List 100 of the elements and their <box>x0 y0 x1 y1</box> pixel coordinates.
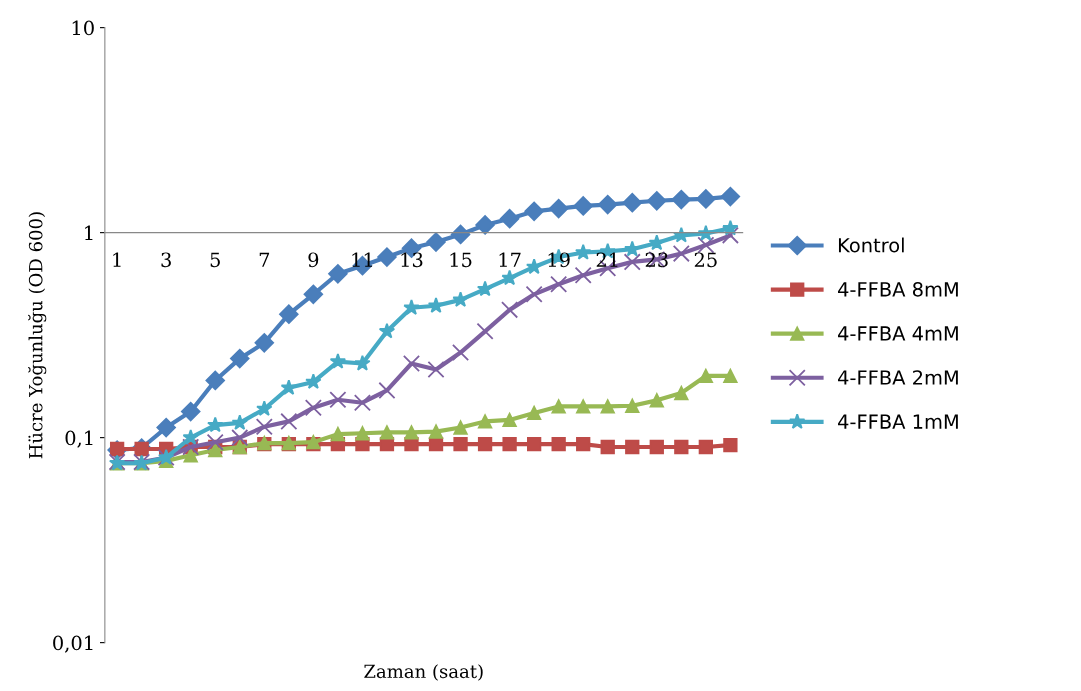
point <box>477 414 493 429</box>
legend-label: 4-FFBA 2mM <box>838 370 958 385</box>
y-tick-label: 10 <box>72 20 94 36</box>
point <box>205 370 225 391</box>
point <box>426 232 446 252</box>
x-tick-label: 17 <box>499 252 521 267</box>
point <box>600 439 615 455</box>
point <box>625 398 640 413</box>
point <box>477 436 493 452</box>
point <box>525 285 543 303</box>
point <box>721 226 739 244</box>
point <box>502 412 517 428</box>
point <box>647 191 667 211</box>
point <box>723 368 738 384</box>
point <box>206 433 224 451</box>
point <box>330 426 346 442</box>
point <box>280 412 298 430</box>
point <box>254 333 275 353</box>
point <box>723 437 738 453</box>
point <box>720 186 741 207</box>
point <box>304 399 322 417</box>
point <box>452 291 469 307</box>
point <box>207 416 224 433</box>
x-axis-title: Zaman (saat) <box>364 664 483 681</box>
point <box>551 399 566 414</box>
point <box>526 436 542 452</box>
point <box>576 399 591 414</box>
point <box>231 429 249 447</box>
x-tick-label: 11 <box>352 252 373 267</box>
x-tick-label: 25 <box>694 252 717 268</box>
point <box>256 400 273 417</box>
point <box>575 243 592 260</box>
x-tick-label: 5 <box>210 252 220 268</box>
point <box>674 385 689 401</box>
x-tick-label: 21 <box>596 252 618 267</box>
point <box>674 439 689 455</box>
point <box>597 194 618 215</box>
point <box>649 393 664 408</box>
x-tick-label: 3 <box>161 252 171 268</box>
point <box>279 304 299 324</box>
point <box>499 208 520 229</box>
x-tick-label: 1 <box>113 252 121 267</box>
point <box>550 275 568 293</box>
point <box>280 379 298 395</box>
point <box>156 417 176 438</box>
legend-label: Kontrol <box>838 237 904 253</box>
point <box>526 405 542 421</box>
point <box>649 439 664 455</box>
point <box>329 353 347 369</box>
point <box>574 266 592 284</box>
point <box>180 401 201 422</box>
point <box>353 394 371 412</box>
point <box>427 360 445 379</box>
point <box>182 429 199 445</box>
point <box>576 436 591 452</box>
x-tick-label: 9 <box>308 252 319 268</box>
y-tick-label: 0,01 <box>53 635 93 653</box>
point <box>600 399 615 414</box>
point <box>328 264 348 284</box>
legend-label: 4-FFBA 4mM <box>838 326 958 341</box>
point <box>355 426 370 441</box>
y-tick-label: 0,1 <box>65 430 93 448</box>
legend-label: 4-FFBA 1mM <box>838 414 958 429</box>
point <box>501 269 518 286</box>
x-tick-label: 15 <box>450 252 472 268</box>
point <box>502 436 517 452</box>
point <box>573 196 593 216</box>
x-tick-label: 13 <box>401 252 423 268</box>
point <box>402 354 421 373</box>
point <box>109 441 125 457</box>
point <box>475 215 495 235</box>
point <box>354 354 371 371</box>
point <box>671 189 692 210</box>
point <box>379 425 395 440</box>
point <box>231 414 248 430</box>
point <box>450 224 471 245</box>
point <box>698 368 714 384</box>
point <box>134 441 149 457</box>
point <box>404 425 419 440</box>
point <box>672 245 690 263</box>
point <box>378 381 396 399</box>
point <box>525 258 543 275</box>
point <box>524 201 544 222</box>
point <box>230 348 250 369</box>
point <box>255 418 273 436</box>
point <box>329 391 347 409</box>
point <box>548 198 569 219</box>
point <box>403 299 420 315</box>
y-tick-label: 1 <box>85 225 93 241</box>
legend-label: 4-FFBA 8mM <box>838 281 958 297</box>
point <box>476 280 494 297</box>
point <box>377 247 397 267</box>
point <box>698 439 714 455</box>
point <box>453 420 468 435</box>
point <box>501 301 519 319</box>
point <box>378 322 396 339</box>
point <box>722 219 739 236</box>
point <box>428 424 444 439</box>
x-tick-label: 7 <box>259 252 270 267</box>
point <box>452 344 470 362</box>
